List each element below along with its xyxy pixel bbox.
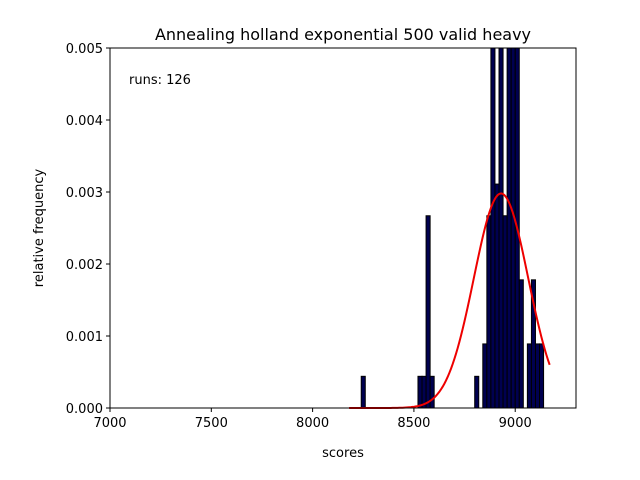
x-axis-label: scores	[322, 446, 364, 461]
histogram-bar	[506, 47, 512, 409]
chart-title: Annealing holland exponential 500 valid …	[155, 25, 531, 44]
histogram-bar	[486, 215, 492, 409]
histogram-bar	[526, 343, 532, 409]
annotation-runs: runs: 126	[129, 73, 191, 88]
histogram-bar	[494, 183, 500, 409]
y-axis-label: relative frequency	[32, 169, 47, 288]
x-tick-label: 8000	[296, 416, 329, 431]
histogram-bar	[482, 343, 488, 409]
histogram-bar	[429, 375, 435, 409]
histogram-bar	[502, 215, 508, 409]
x-tick-label: 8500	[397, 416, 430, 431]
y-tick-label: 0.000	[66, 402, 103, 417]
histogram-bar	[539, 343, 545, 409]
y-tick-label: 0.002	[66, 258, 103, 273]
histogram-bar	[510, 47, 516, 409]
x-tick-label: 7500	[195, 416, 228, 431]
histogram-bar	[425, 215, 431, 409]
x-axis: 7000 7500 8000 8500 9000	[93, 408, 532, 431]
y-tick-label: 0.004	[66, 114, 103, 129]
histogram-bar	[518, 279, 524, 409]
plot-frame	[109, 47, 577, 409]
histogram-bar	[490, 47, 496, 409]
x-tick-label: 9000	[499, 416, 532, 431]
x-tick-label: 7000	[93, 416, 126, 431]
y-tick-label: 0.005	[66, 42, 103, 57]
y-axis: 0.000 0.001 0.002 0.003 0.004 0.005	[66, 42, 110, 417]
y-tick-label: 0.003	[66, 186, 103, 201]
histogram-bar	[498, 47, 504, 409]
histogram-bar	[474, 375, 480, 409]
histogram-bar	[417, 375, 423, 409]
histogram-bar	[360, 375, 366, 409]
y-tick-label: 0.001	[66, 330, 103, 345]
histogram-bar	[534, 343, 541, 409]
